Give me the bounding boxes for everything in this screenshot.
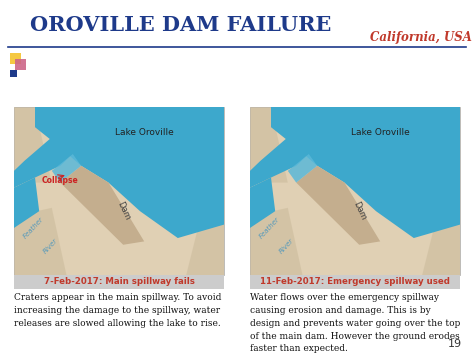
Bar [10, 70, 17, 77]
Text: River: River [42, 238, 59, 255]
Bar [14, 107, 224, 275]
Bar [10, 53, 21, 64]
Bar [14, 275, 224, 289]
Polygon shape [52, 154, 81, 182]
Polygon shape [250, 178, 275, 228]
Polygon shape [14, 137, 73, 188]
Text: 19: 19 [448, 339, 462, 349]
Text: Lake Oroville: Lake Oroville [115, 128, 173, 137]
Text: Dam: Dam [351, 200, 367, 222]
Text: River: River [278, 238, 295, 255]
Polygon shape [14, 107, 52, 182]
Polygon shape [60, 166, 144, 245]
Text: Feather: Feather [259, 216, 281, 240]
Polygon shape [271, 107, 460, 238]
Polygon shape [186, 200, 224, 275]
Polygon shape [250, 208, 302, 275]
Text: 7-Feb-2017: Main spillway fails: 7-Feb-2017: Main spillway fails [44, 278, 194, 286]
Text: Feather: Feather [23, 216, 46, 240]
Bar [250, 275, 460, 289]
Text: Collapse: Collapse [41, 176, 78, 185]
Polygon shape [250, 137, 309, 188]
Text: OROVILLE DAM FAILURE: OROVILLE DAM FAILURE [30, 15, 331, 35]
Bar [250, 107, 460, 275]
Polygon shape [422, 200, 460, 275]
Polygon shape [14, 208, 66, 275]
Text: 11-Feb-2017: Emergency spillway used: 11-Feb-2017: Emergency spillway used [260, 278, 450, 286]
Text: California, USA: California, USA [370, 31, 472, 44]
Bar [15, 59, 26, 70]
Text: Craters appear in the main spillway. To avoid
increasing the damage to the spill: Craters appear in the main spillway. To … [14, 293, 221, 328]
Polygon shape [250, 107, 288, 182]
Polygon shape [14, 178, 39, 228]
Text: Water flows over the emergency spillway
causing erosion and damage. This is by
d: Water flows over the emergency spillway … [250, 293, 460, 353]
Polygon shape [288, 154, 317, 182]
Polygon shape [35, 107, 224, 238]
Text: Lake Oroville: Lake Oroville [351, 128, 410, 137]
Text: Dam: Dam [115, 200, 131, 222]
Polygon shape [296, 166, 380, 245]
